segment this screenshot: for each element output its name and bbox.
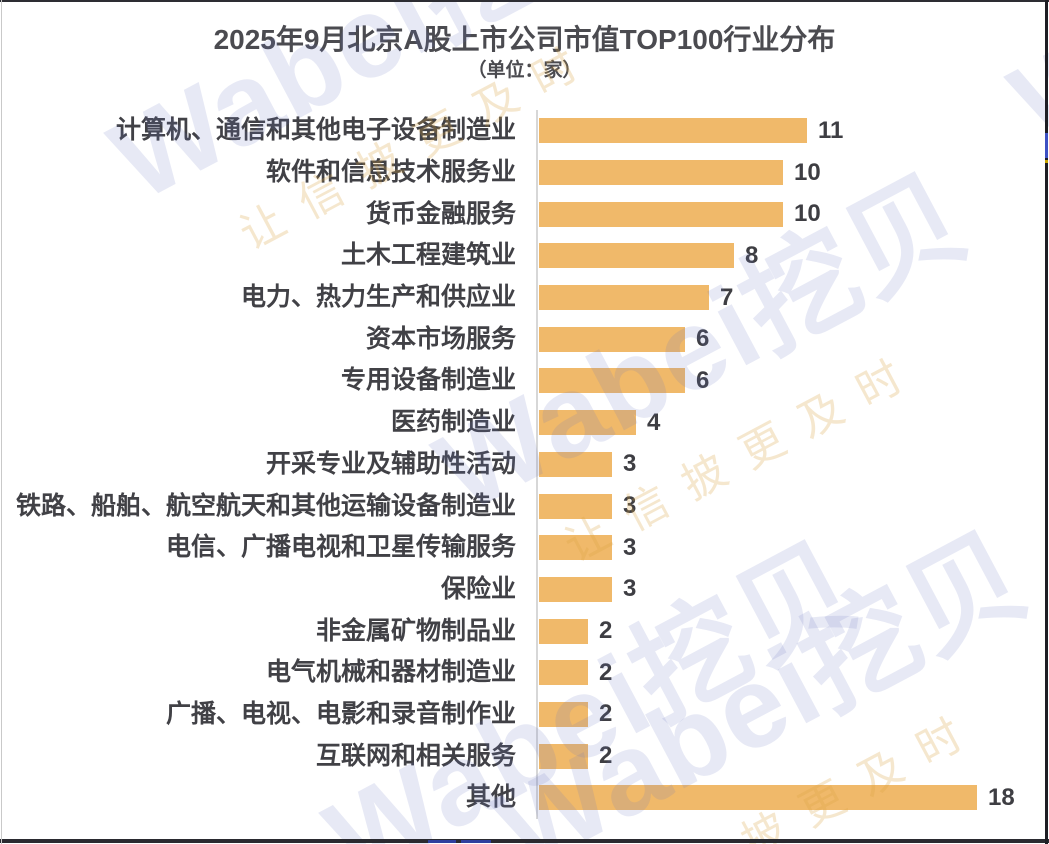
bar-track: 3	[536, 485, 1049, 527]
bar	[539, 618, 588, 644]
category-label: 互联网和相关服务	[315, 741, 516, 770]
bar-track: 6	[536, 360, 1049, 402]
bar	[539, 243, 734, 269]
value-label: 10	[794, 200, 821, 228]
category-label: 土木工程建筑业	[340, 241, 516, 270]
bar-track: 3	[536, 526, 1049, 569]
category-label: 货币金融服务	[365, 199, 516, 228]
window-edge-left	[1, 0, 2, 844]
window-edge-accent-yellow	[1045, 160, 1048, 163]
bar-row: 互联网和相关服务 2	[0, 735, 1049, 777]
chart-subtitle: （单位：家）	[467, 60, 582, 81]
bar-row: 土木工程建筑业 8	[0, 235, 1049, 277]
bar-row: 货币金融服务 10	[0, 193, 1049, 236]
value-label: 4	[647, 408, 661, 436]
bar-row: 电气机械和器材制造业 2	[0, 651, 1049, 694]
bar-track: 4	[536, 401, 1049, 444]
bar-track: 2	[536, 735, 1049, 777]
bar-row: 其他 18	[0, 777, 1049, 819]
window-edge-top	[0, 0, 1049, 2]
window-edge-bottom	[0, 839, 1049, 843]
category-label: 开采专业及辅助性活动	[265, 449, 516, 478]
bar	[539, 201, 783, 227]
window-edge-accent-blue	[428, 840, 456, 843]
category-label: 电力、热力生产和供应业	[240, 283, 516, 312]
bar	[539, 118, 807, 144]
bar	[539, 160, 783, 186]
bar-row: 计算机、通信和其他电子设备制造业 11	[0, 110, 1049, 152]
category-label: 电气机械和器材制造业	[265, 658, 516, 687]
bar-track: 2	[536, 610, 1049, 652]
category-label: 电信、广播电视和卫星传输服务	[165, 533, 516, 562]
value-label: 18	[988, 783, 1015, 811]
bar-track: 18	[536, 777, 1049, 819]
bar-row: 电信、广播电视和卫星传输服务 3	[0, 526, 1049, 569]
value-label: 3	[623, 533, 637, 561]
value-label: 6	[696, 366, 710, 394]
category-label: 其他	[465, 783, 516, 812]
value-label: 3	[623, 492, 637, 520]
bar-track: 11	[536, 110, 1049, 152]
window-edge-accent-blue	[1045, 133, 1048, 158]
bar	[539, 410, 636, 436]
bar	[539, 785, 977, 811]
bar	[539, 576, 612, 602]
bar-row: 开采专业及辅助性活动 3	[0, 443, 1049, 486]
bar-row: 保险业 3	[0, 568, 1049, 611]
bar-row: 软件和信息技术服务业 10	[0, 151, 1049, 194]
bar-row: 资本市场服务 6	[0, 318, 1049, 361]
value-label: 3	[623, 450, 637, 478]
value-label: 2	[599, 658, 613, 686]
category-label: 医药制造业	[390, 408, 516, 437]
category-label: 铁路、船舶、航空航天和其他运输设备制造业	[15, 491, 516, 520]
bar-row: 电力、热力生产和供应业 7	[0, 276, 1049, 319]
bar-row: 非金属矿物制品业 2	[0, 610, 1049, 652]
bar	[539, 660, 588, 686]
category-label: 广播、电视、电影和录音制作业	[165, 699, 516, 728]
bar-track: 3	[536, 568, 1049, 611]
bar-row: 专用设备制造业 6	[0, 360, 1049, 402]
bar	[539, 535, 612, 561]
bar-track: 3	[536, 443, 1049, 486]
bar-track: 10	[536, 193, 1049, 236]
bar-track: 2	[536, 651, 1049, 694]
category-label: 专用设备制造业	[340, 366, 516, 395]
bar-track: 6	[536, 318, 1049, 361]
category-label: 资本市场服务	[365, 324, 516, 353]
value-label: 6	[696, 325, 710, 353]
plot-area: 计算机、通信和其他电子设备制造业 11 软件和信息技术服务业 10 货币金融服务 10 土木…	[0, 110, 1049, 819]
value-label: 2	[599, 700, 613, 728]
bar	[539, 285, 709, 311]
value-label: 7	[720, 283, 734, 311]
window-edge-right	[1045, 0, 1048, 844]
window-edge-accent-blue	[461, 840, 491, 843]
bar-track: 8	[536, 235, 1049, 277]
category-label: 软件和信息技术服务业	[265, 158, 516, 187]
category-label: 计算机、通信和其他电子设备制造业	[115, 116, 516, 145]
bar	[539, 701, 588, 727]
bar	[539, 326, 685, 352]
bar	[539, 743, 588, 769]
category-label: 非金属矿物制品业	[315, 616, 516, 645]
value-label: 2	[599, 617, 613, 645]
value-label: 8	[745, 241, 759, 269]
bar	[539, 368, 685, 394]
bar	[539, 451, 612, 477]
bar-row: 铁路、船舶、航空航天和其他运输设备制造业 3	[0, 485, 1049, 527]
value-label: 3	[623, 575, 637, 603]
bar-track: 7	[536, 276, 1049, 319]
bar-track: 2	[536, 693, 1049, 736]
value-label: 10	[794, 158, 821, 186]
bar-row: 医药制造业 4	[0, 401, 1049, 444]
category-label: 保险业	[440, 574, 516, 603]
bar	[539, 493, 612, 519]
bar-row: 广播、电视、电影和录音制作业 2	[0, 693, 1049, 736]
bar-track: 10	[536, 151, 1049, 194]
chart-title: 2025年9月北京A股上市公司市值TOP100行业分布	[213, 24, 836, 55]
value-label: 11	[818, 116, 844, 144]
value-label: 2	[599, 742, 613, 770]
